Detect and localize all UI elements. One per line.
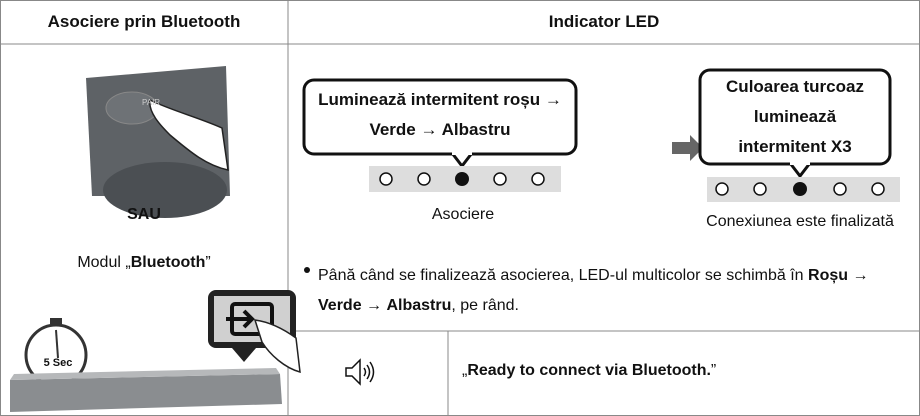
arrow [672, 135, 703, 161]
led-strip [707, 177, 900, 202]
text: Culoarea turcoaz [726, 77, 864, 96]
text: Ready to connect via Bluetooth. [467, 362, 711, 379]
speaker-icon [345, 358, 375, 386]
voice-message: „Ready to connect via Bluetooth.” [462, 362, 716, 380]
input-callout [208, 290, 301, 374]
text: Verde [318, 297, 362, 314]
note: Până când se finalizează asocierea, LED-… [318, 261, 908, 321]
text: intermitent X3 [738, 137, 852, 156]
button-label: PAIR [142, 98, 161, 107]
text: ” [205, 254, 211, 271]
text: Bluetooth [130, 254, 206, 271]
callout-box [302, 78, 578, 169]
caption: Asociere [431, 206, 495, 223]
text: , pe rând. [451, 297, 519, 314]
mode-label: Modul „Bluetooth” [77, 254, 210, 272]
text: → [361, 297, 387, 314]
text: „ [462, 362, 468, 379]
callout-text: Luminează intermitent roșu → Verde → Alb… [304, 85, 576, 145]
text: ” [710, 362, 717, 379]
bullet [304, 267, 310, 273]
callout-text: Culoarea turcoaz luminează intermitent X… [700, 72, 890, 162]
or-label: SAU [127, 206, 161, 223]
text: → [848, 267, 869, 284]
header-cell: Indicator LED [548, 12, 660, 31]
device-image [86, 66, 230, 218]
text: Luminează intermitent roșu → [318, 90, 562, 109]
text: Albastru [386, 297, 452, 314]
header-cell: Asociere prin Bluetooth [47, 12, 241, 31]
led-strip [369, 166, 561, 192]
caption: Conexiunea este finalizată [706, 213, 894, 230]
text: Roșu [808, 267, 849, 284]
timer-label: 5 Sec [43, 357, 73, 369]
text: Modul „ [77, 254, 131, 271]
text: luminează [753, 107, 837, 126]
text: Până când se finalizează asocierea, LED-… [318, 267, 809, 284]
soundbar-image [10, 368, 282, 412]
callout-box [698, 68, 892, 179]
text: Verde → Albastru [369, 120, 511, 139]
